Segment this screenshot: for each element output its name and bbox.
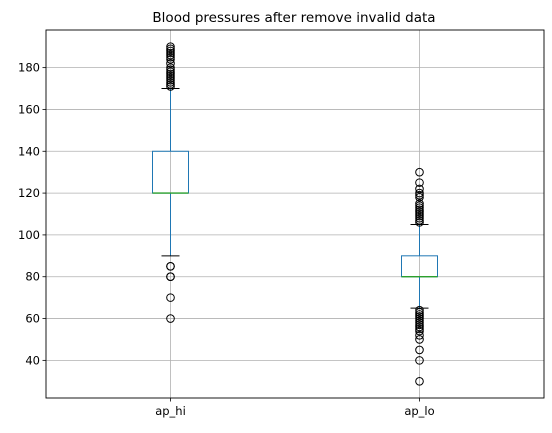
outlier-point xyxy=(166,73,175,83)
y-axis: 40 60 80 100 120 140 160 180 xyxy=(18,61,46,367)
outlier-point xyxy=(166,67,175,77)
x-tick-label: ap_lo xyxy=(404,404,434,418)
outlier-point xyxy=(166,314,175,323)
outlier-point xyxy=(166,65,175,75)
outlier-point xyxy=(166,52,175,62)
outlier-point xyxy=(166,261,175,271)
y-tick-label: 100 xyxy=(18,228,40,242)
grid xyxy=(46,30,544,398)
outlier-point xyxy=(415,167,424,177)
outlier-point xyxy=(166,59,175,68)
y-tick-label: 160 xyxy=(18,102,40,116)
outlier-point xyxy=(415,305,424,315)
outlier-point xyxy=(415,203,424,213)
outlier-point xyxy=(415,199,424,208)
plot-frame xyxy=(45,29,545,399)
outlier-point xyxy=(415,307,424,317)
outlier-point xyxy=(415,335,424,344)
outlier-point xyxy=(415,376,424,386)
box-ap_lo xyxy=(401,223,438,309)
outlier-point xyxy=(415,314,424,323)
outlier-point xyxy=(415,215,424,225)
outlier-point xyxy=(415,201,424,210)
outlier-point xyxy=(415,345,424,355)
outlier-point xyxy=(166,293,175,302)
outlier-point xyxy=(166,46,175,56)
outlier-point xyxy=(415,318,424,328)
outlier-point xyxy=(166,63,175,72)
outlier-point xyxy=(415,356,424,365)
outlier-point xyxy=(415,207,424,217)
x-axis: ap_hi ap_lo xyxy=(155,398,435,418)
y-tick-label: 120 xyxy=(18,186,40,200)
boxes xyxy=(152,88,438,309)
outlier-point xyxy=(415,213,424,223)
outlier-point xyxy=(166,80,175,89)
outlier-point xyxy=(415,330,424,340)
outlier-point xyxy=(166,50,175,60)
y-tick-label: 180 xyxy=(18,61,40,75)
outlier-point xyxy=(166,42,175,52)
outlier-point xyxy=(166,75,175,85)
outlier-point xyxy=(415,316,424,325)
outlier-point xyxy=(415,310,424,319)
x-tick-label: ap_hi xyxy=(155,404,186,418)
outlier-point xyxy=(166,71,175,81)
chart-title: Blood pressures after remove invalid dat… xyxy=(152,10,435,26)
outlier-point xyxy=(415,184,424,194)
outlier-point xyxy=(415,320,424,330)
outlier-point xyxy=(415,211,424,221)
outlier-point xyxy=(415,192,424,202)
outlier-point xyxy=(166,48,175,58)
outlier-point xyxy=(415,326,424,336)
outlier-point xyxy=(166,82,175,91)
outlier-point xyxy=(166,54,175,64)
y-tick-label: 60 xyxy=(25,312,40,326)
outlier-point xyxy=(415,218,424,227)
y-tick-label: 80 xyxy=(25,270,40,284)
outlier-point xyxy=(415,312,424,321)
outlier-point xyxy=(166,69,175,79)
outliers xyxy=(166,42,424,386)
outlier-point xyxy=(415,188,424,198)
outlier-point xyxy=(415,178,424,187)
outlier-point xyxy=(166,77,175,87)
y-tick-label: 40 xyxy=(25,353,40,367)
outlier-point xyxy=(166,44,175,54)
outlier-point xyxy=(415,205,424,215)
outlier-point xyxy=(166,272,175,282)
outlier-point xyxy=(415,322,424,332)
outlier-point xyxy=(415,324,424,334)
y-tick-label: 140 xyxy=(18,144,40,158)
outlier-point xyxy=(415,209,424,219)
outlier-point xyxy=(415,190,424,200)
